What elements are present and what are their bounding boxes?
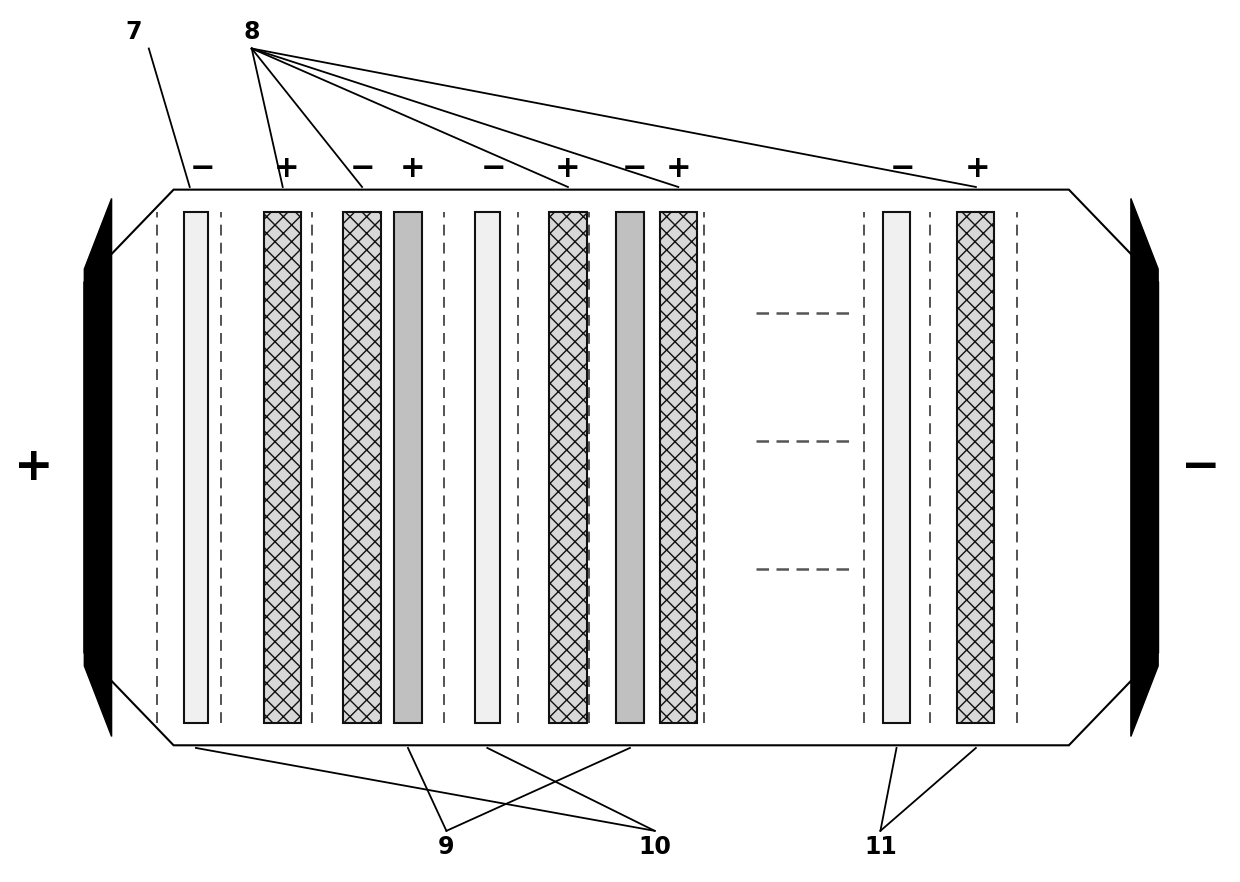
Bar — [883, 212, 910, 723]
Bar — [264, 212, 301, 723]
Text: +: + — [14, 445, 53, 490]
Text: −: − — [890, 154, 915, 183]
Bar — [343, 212, 381, 723]
Text: 9: 9 — [438, 835, 455, 859]
Text: 11: 11 — [864, 835, 897, 859]
Bar — [957, 212, 994, 723]
Text: 10: 10 — [639, 835, 671, 859]
Bar — [475, 212, 500, 723]
Text: 7: 7 — [125, 20, 143, 44]
Text: −: − — [481, 154, 506, 183]
Text: +: + — [274, 154, 299, 183]
Text: +: + — [401, 154, 425, 183]
Text: +: + — [556, 154, 580, 183]
Text: +: + — [666, 154, 691, 183]
Text: 8: 8 — [243, 20, 260, 44]
Text: −: − — [1180, 445, 1220, 490]
Text: −: − — [622, 154, 647, 183]
Bar — [549, 212, 587, 723]
Text: −: − — [350, 154, 374, 183]
Text: +: + — [965, 154, 990, 183]
Polygon shape — [1131, 198, 1158, 736]
Text: −: − — [190, 154, 215, 183]
Bar — [394, 212, 422, 723]
Polygon shape — [84, 198, 112, 736]
Bar — [660, 212, 697, 723]
Bar — [616, 212, 644, 723]
Bar — [184, 212, 208, 723]
